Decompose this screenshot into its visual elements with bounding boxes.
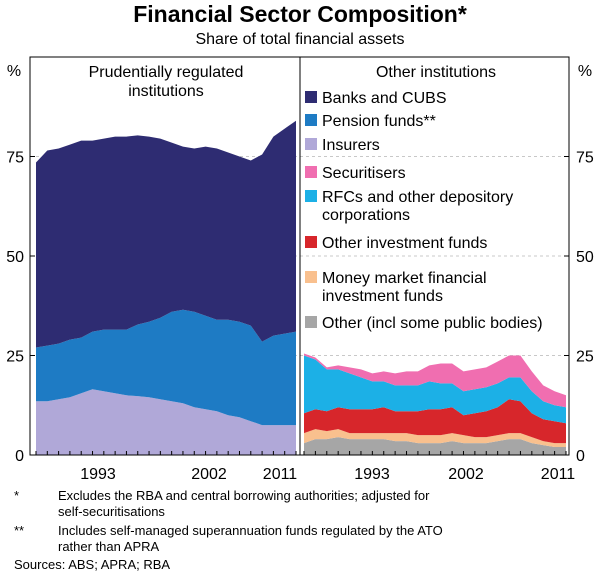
area-p1-banks-and-cubs — [36, 120, 296, 348]
footnote-2-line-2: rather than APRA — [58, 539, 160, 554]
sources-note: Sources: ABS; APRA; RBA — [14, 557, 171, 572]
area-p1-insurers — [36, 389, 296, 455]
legend-swatch-1 — [305, 91, 317, 103]
area-series — [36, 120, 566, 455]
legend-label-7-line-1: Money market financial — [322, 270, 487, 287]
chart-title: Financial Sector Composition* — [133, 1, 467, 27]
ytick-label-right-0: 0 — [576, 448, 585, 465]
xtick-label-p1-2011: 2011 — [263, 466, 298, 483]
legend-label-4-line-1: Securitisers — [322, 165, 406, 182]
area-p2-other-incl-some-public-bodies- — [304, 437, 566, 455]
y-unit-right: % — [578, 63, 592, 80]
xtick-label-p2-2011: 2011 — [541, 466, 576, 483]
legend-label-2-line-1: Pension funds** — [322, 113, 436, 130]
legend-label-1-line-1: Banks and CUBS — [322, 90, 447, 107]
xtick-label-p1-2002: 2002 — [191, 466, 227, 483]
xtick-label-p2-2002: 2002 — [448, 466, 484, 483]
legend-swatch-2 — [305, 114, 317, 126]
footnote-1-line-2: self-securitisations — [58, 504, 165, 519]
y-unit-left: % — [7, 63, 21, 80]
footnote-1-mark: * — [14, 488, 20, 503]
legend-swatch-4 — [305, 166, 317, 178]
ytick-label-left-25: 25 — [6, 349, 24, 366]
xtick-label-p2-1993: 1993 — [354, 466, 390, 483]
ytick-label-right-75: 75 — [576, 150, 594, 167]
panel-2-title-line-1: Other institutions — [376, 64, 496, 81]
legend-swatch-8 — [305, 316, 317, 328]
legend-swatch-5 — [305, 190, 317, 202]
ytick-label-right-25: 25 — [576, 349, 594, 366]
axis-ticks — [30, 156, 569, 455]
ytick-label-left-50: 50 — [6, 249, 24, 266]
legend: Banks and CUBS Pension funds** Insurers Sec… — [305, 90, 543, 332]
legend-label-7-line-2: investment funds — [322, 288, 443, 305]
xtick-label-p1-1993: 1993 — [80, 466, 116, 483]
panel-1-title-line-1: Prudentially regulated — [89, 64, 244, 81]
legend-swatch-6 — [305, 236, 317, 248]
area-p2-other-investment-funds — [304, 399, 566, 444]
legend-label-8-line-1: Other (incl some public bodies) — [322, 315, 543, 332]
footnote-1-line-1: Excludes the RBA and central borrowing a… — [58, 488, 430, 503]
area-p2-money-market-financial-investment-funds — [304, 429, 566, 447]
chart-text: Financial Sector Composition* Share of to… — [6, 1, 594, 483]
legend-label-3-line-1: Insurers — [322, 137, 380, 154]
footnote-2-mark: ** — [14, 523, 25, 538]
ytick-label-left-0: 0 — [15, 448, 24, 465]
legend-swatch-3 — [305, 138, 317, 150]
legend-label-5-line-2: corporations — [322, 207, 410, 224]
legend-label-5-line-1: RFCs and other depository — [322, 189, 513, 206]
legend-swatch-7 — [305, 271, 317, 283]
ytick-label-left-75: 75 — [6, 150, 24, 167]
footnote-2-line-1: Includes self-managed superannuation fun… — [58, 523, 443, 538]
panel-1-title-line-2: institutions — [128, 83, 204, 100]
ytick-label-right-50: 50 — [576, 249, 594, 266]
area-p2-rfcs-and-other-depository-corporations — [304, 355, 566, 424]
legend-label-6-line-1: Other investment funds — [322, 235, 487, 252]
chart-subtitle: Share of total financial assets — [195, 31, 404, 48]
area-p1-pension-funds- — [36, 309, 296, 426]
area-p2-securitisers — [304, 353, 566, 408]
